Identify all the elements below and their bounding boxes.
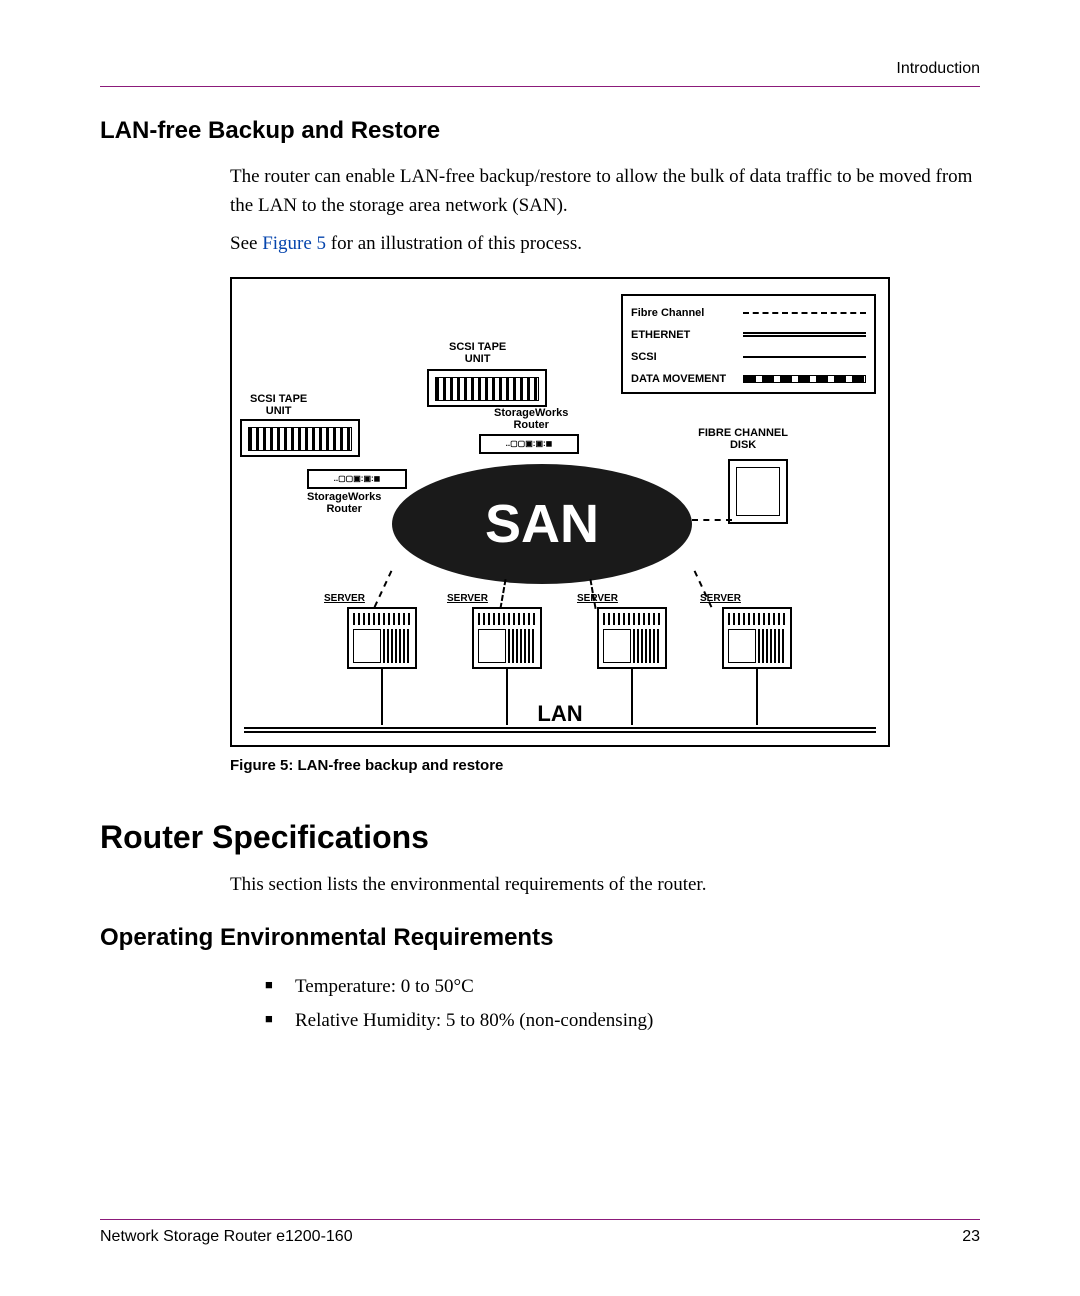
label-scsi-tape-1b: UNIT	[465, 353, 491, 365]
heading-env-req: Operating Environmental Requirements	[100, 924, 980, 952]
label-fc-disk: FIBRE CHANNEL DISK	[698, 427, 788, 451]
label-sw-1b: Router	[513, 419, 548, 431]
diagram-box: Fibre Channel ETHERNET SCSI DATA MOVEMEN…	[230, 277, 890, 747]
header-rule	[100, 86, 980, 87]
para-lan-free-2: See Figure 5 for an illustration of this…	[230, 230, 980, 259]
label-sw-2b: Router	[326, 503, 361, 515]
server-1	[347, 607, 417, 669]
router-box-2: ..▢▢▣:▣:◼	[307, 469, 407, 489]
tape-unit-2	[240, 419, 360, 457]
list-item: Relative Humidity: 5 to 80% (non-condens…	[265, 1004, 980, 1038]
footer-page: 23	[962, 1228, 980, 1246]
legend-data-movement: DATA MOVEMENT	[631, 368, 866, 390]
heading-lan-free: LAN-free Backup and Restore	[100, 117, 980, 145]
legend-fibre-channel: Fibre Channel	[631, 302, 866, 324]
legend-label-dm: DATA MOVEMENT	[631, 373, 743, 385]
router-box-1: ..▢▢▣:▣:◼	[479, 434, 579, 454]
legend-box: Fibre Channel ETHERNET SCSI DATA MOVEMEN…	[621, 294, 876, 394]
legend-label-scsi: SCSI	[631, 351, 743, 363]
footer-product: Network Storage Router e1200-160	[100, 1228, 353, 1246]
label-scsi-tape-1a: SCSI TAPE	[449, 341, 506, 353]
legend-label-eth: ETHERNET	[631, 329, 743, 341]
para2-post: for an illustration of this process.	[326, 233, 582, 254]
label-sw-1a: StorageWorks	[494, 407, 568, 419]
legend-line-dash	[743, 312, 866, 314]
server-label-4: SERVER	[700, 593, 741, 604]
figure-5: Fibre Channel ETHERNET SCSI DATA MOVEMEN…	[230, 277, 980, 747]
heading-router-specs: Router Specifications	[100, 819, 980, 856]
fc-disk-icon	[728, 459, 788, 524]
footer-rule	[100, 1219, 980, 1220]
legend-scsi: SCSI	[631, 346, 866, 368]
conn-disk	[692, 519, 732, 521]
conn-1	[374, 570, 393, 607]
server-3	[597, 607, 667, 669]
para2-pre: See	[230, 233, 262, 254]
legend-ethernet: ETHERNET	[631, 324, 866, 346]
tape-unit-1	[427, 369, 547, 407]
label-fc-disk-a: FIBRE CHANNEL	[698, 427, 788, 439]
legend-line-blocks	[743, 375, 866, 383]
para-lan-free-1: The router can enable LAN-free backup/re…	[230, 163, 980, 220]
lan-bar	[244, 727, 876, 733]
server-label-1: SERVER	[324, 593, 365, 604]
legend-line-double	[743, 332, 866, 337]
label-sw-router-2: StorageWorks Router	[307, 491, 381, 515]
lan-label: LAN	[531, 701, 588, 727]
conn-2	[499, 579, 506, 609]
server-4	[722, 607, 792, 669]
figure-caption: Figure 5: LAN-free backup and restore	[230, 757, 980, 774]
san-oval: SAN	[392, 464, 692, 584]
server-2	[472, 607, 542, 669]
legend-label-fc: Fibre Channel	[631, 307, 743, 319]
label-scsi-tape-2a: SCSI TAPE	[250, 393, 307, 405]
label-fc-disk-b: DISK	[730, 439, 756, 451]
server-label-3: SERVER	[577, 593, 618, 604]
figure-link[interactable]: Figure 5	[262, 233, 326, 254]
label-sw-2a: StorageWorks	[307, 491, 381, 503]
label-scsi-tape-2: SCSI TAPE UNIT	[250, 393, 307, 417]
legend-line-solid	[743, 356, 866, 358]
header-chapter: Introduction	[100, 60, 980, 78]
para-router-specs: This section lists the environmental req…	[230, 871, 980, 900]
server-label-2: SERVER	[447, 593, 488, 604]
footer: Network Storage Router e1200-160 23	[100, 1219, 980, 1246]
label-scsi-tape-1: SCSI TAPE UNIT	[449, 341, 506, 365]
label-sw-router-1: StorageWorks Router	[494, 407, 568, 431]
env-req-list: Temperature: 0 to 50°C Relative Humidity…	[265, 970, 980, 1038]
list-item: Temperature: 0 to 50°C	[265, 970, 980, 1004]
label-scsi-tape-2b: UNIT	[266, 405, 292, 417]
